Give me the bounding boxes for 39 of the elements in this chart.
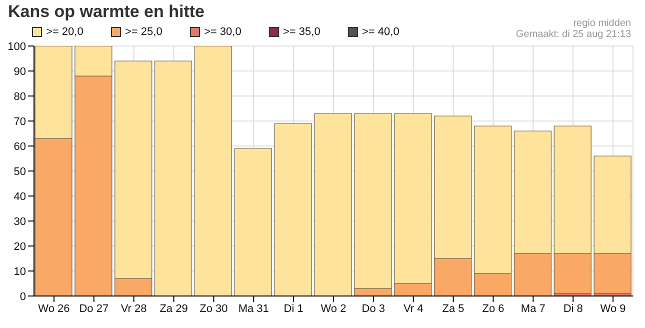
legend-label: >= 40,0 xyxy=(361,26,400,38)
x-tick-label: Zo 6 xyxy=(482,302,504,315)
y-tick-label: 80 xyxy=(14,90,26,103)
x-tick-label: Vr 4 xyxy=(403,302,424,315)
x-tick-label: Ma 7 xyxy=(520,302,546,315)
x-tick-label: Di 8 xyxy=(563,302,583,315)
x-tick-label: Wo 9 xyxy=(600,302,626,315)
y-tick-label: 20 xyxy=(14,240,26,253)
x-tick-label: Zo 30 xyxy=(200,302,228,315)
x-tick-label: Za 5 xyxy=(442,302,464,315)
x-tick-label: Ma 31 xyxy=(238,302,269,315)
bar xyxy=(234,148,272,296)
x-tick-label: Di 1 xyxy=(284,302,304,315)
x-tick-label: Vr 28 xyxy=(120,302,147,315)
legend-label: >= 30,0 xyxy=(203,26,242,38)
x-tick-label: Za 29 xyxy=(160,302,188,315)
text: regio midden xyxy=(572,18,631,29)
x-tick-label: Wo 26 xyxy=(38,302,70,315)
series-label: >= 20,0 xyxy=(45,26,84,38)
bar xyxy=(314,113,352,296)
y-tick-label: 50 xyxy=(14,166,26,178)
bar xyxy=(194,46,232,296)
bar xyxy=(274,123,312,296)
y-tick-label: 40 xyxy=(14,190,26,203)
x-tick-label: Do 3 xyxy=(362,302,386,315)
y-tick-label: 90 xyxy=(14,66,26,78)
y-tick-label: 70 xyxy=(14,116,26,128)
legend-label: >= 25,0 xyxy=(124,26,164,38)
chart-title: Kans op warmte en hitte xyxy=(8,2,204,21)
bar xyxy=(154,60,192,296)
y-tick-label: 30 xyxy=(14,216,26,228)
x-tick-label: Wo 2 xyxy=(320,302,346,315)
x-tick-label: Do 27 xyxy=(79,302,109,315)
y-tick-label: 100 xyxy=(8,40,26,53)
text: Gemaakt: di 25 aug 21:13 xyxy=(516,29,631,40)
y-tick-label: 10 xyxy=(14,266,26,278)
y-tick-label: 60 xyxy=(14,140,26,153)
legend-label: >= 35,0 xyxy=(282,26,322,38)
y-tick-label: 0 xyxy=(20,290,26,303)
